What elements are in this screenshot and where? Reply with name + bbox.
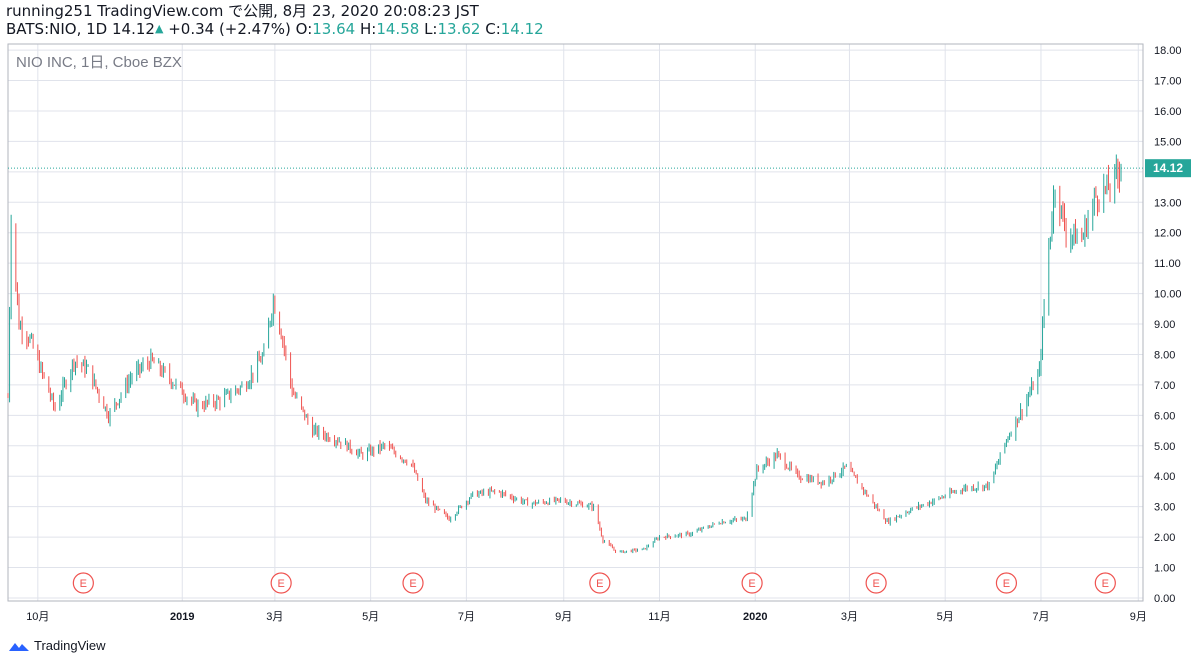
last-price: 14.12 — [112, 20, 155, 38]
candles — [7, 154, 1122, 554]
publish-info: running251 TradingView.com で公開, 8月 23, 2… — [6, 2, 479, 20]
y-tick-label: 1.00 — [1154, 563, 1175, 575]
footer-brand[interactable]: TradingView — [8, 638, 106, 653]
earnings-label: E — [277, 578, 284, 590]
x-tick-label: 5月 — [362, 611, 379, 623]
x-tick-label: 7月 — [458, 611, 475, 623]
close-value: 14.12 — [500, 20, 544, 38]
earnings-label: E — [1003, 578, 1010, 590]
earnings-marker — [741, 572, 763, 594]
earnings-label: E — [1102, 578, 1109, 590]
x-tick-label: 9月 — [1130, 611, 1147, 623]
earnings-marker — [865, 572, 887, 594]
earnings-marker — [270, 572, 292, 594]
ohlc-legend: BATS:NIO, 1D 14.12▲ +0.34 (+2.47%) O:13.… — [6, 20, 544, 38]
tradingview-logo-icon — [9, 642, 29, 651]
y-axis: 0.00 1.00 2.00 3.00 4.00 5.00 6.00 7.00 8.00 9.00… — [1154, 45, 1182, 605]
x-tick-label: 2019 — [170, 611, 194, 623]
last-price-tag: 14.12 — [1145, 159, 1191, 178]
low-value: 13.62 — [437, 20, 481, 38]
high-value: 14.58 — [376, 20, 420, 38]
x-tick-label: 2020 — [743, 611, 767, 623]
brand-name: TradingView — [34, 638, 106, 653]
y-tick-label: 11.00 — [1154, 258, 1181, 270]
earnings-marker — [72, 572, 94, 594]
y-tick-label: 12.00 — [1154, 228, 1182, 240]
y-tick-label: 4.00 — [1154, 471, 1175, 483]
arrow-up-icon: ▲ — [154, 22, 164, 35]
open-value: 13.64 — [312, 20, 356, 38]
y-tick-label: 5.00 — [1154, 441, 1175, 453]
y-tick-label: 2.00 — [1154, 532, 1175, 544]
plot-frame — [7, 43, 1144, 602]
y-tick-label: 18.00 — [1154, 45, 1182, 57]
close-label: C: — [485, 20, 501, 38]
earnings-label: E — [80, 578, 87, 590]
y-tick-label: 13.00 — [1154, 197, 1182, 209]
x-tick-label: 7月 — [1032, 611, 1049, 623]
y-tick-label: 16.00 — [1154, 106, 1182, 118]
y-tick-label: 3.00 — [1154, 502, 1175, 514]
y-tick-label: 8.00 — [1154, 349, 1175, 361]
earnings-label: E — [596, 578, 603, 590]
y-tick-label: 7.00 — [1154, 380, 1175, 392]
y-tick-label: 10.00 — [1154, 289, 1182, 301]
earnings-marker — [1094, 572, 1116, 594]
y-tick-label: 9.00 — [1154, 319, 1175, 331]
chart-grid — [8, 44, 1143, 601]
y-tick-label: 15.00 — [1154, 136, 1182, 148]
high-label: H: — [360, 20, 377, 38]
price-change: +0.34 (+2.47%) — [168, 20, 291, 38]
earnings-marker — [402, 572, 424, 594]
earnings-label: E — [748, 578, 755, 590]
symbol-label: BATS:NIO, 1D — [6, 20, 108, 38]
earnings-marker — [995, 572, 1018, 594]
open-label: O: — [295, 20, 313, 38]
y-tick-label: 6.00 — [1154, 410, 1175, 422]
x-tick-label: 9月 — [555, 611, 572, 623]
y-tick-label: 0.00 — [1154, 593, 1175, 605]
price-tag-label: 14.12 — [1153, 161, 1183, 175]
x-tick-label: 3月 — [841, 611, 858, 623]
price-tag-box — [1145, 159, 1191, 178]
x-tick-label: 5月 — [937, 611, 954, 623]
x-axis: 10月 2019 3月 5月 7月 9月 11月 2020 3月 5月 7月 9月 — [26, 611, 1147, 623]
chart-header: running251 TradingView.com で公開, 8月 23, 2… — [6, 2, 544, 38]
earnings-label: E — [872, 578, 879, 590]
earnings-label: E — [409, 578, 416, 590]
x-tick-label: 10月 — [26, 611, 49, 623]
earnings-marker — [589, 572, 611, 594]
y-tick-label: 17.00 — [1154, 76, 1182, 88]
x-tick-label: 3月 — [266, 611, 283, 623]
low-label: L: — [424, 20, 438, 38]
x-tick-label: 11月 — [648, 611, 670, 623]
chart-title: NIO INC, 1日, Cboe BZX — [16, 54, 182, 71]
